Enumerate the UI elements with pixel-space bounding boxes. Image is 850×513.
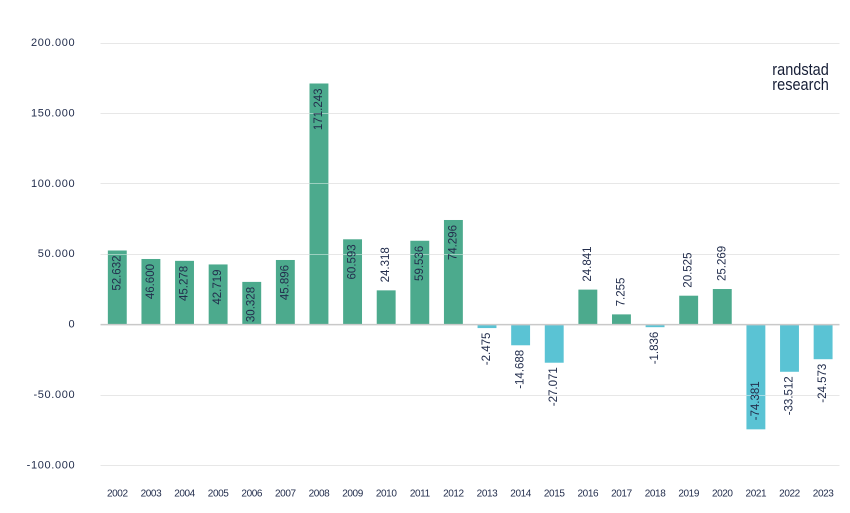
svg-text:42.719: 42.719: [212, 269, 224, 304]
svg-text:30.328: 30.328: [246, 287, 258, 322]
svg-text:2011: 2011: [410, 489, 431, 500]
svg-text:research: research: [772, 76, 828, 94]
svg-text:2012: 2012: [443, 489, 464, 500]
svg-text:2015: 2015: [544, 489, 565, 500]
svg-text:2022: 2022: [779, 489, 800, 500]
svg-text:24.841: 24.841: [582, 246, 594, 281]
svg-text:2021: 2021: [746, 489, 767, 500]
svg-text:46.600: 46.600: [145, 264, 157, 299]
svg-text:25.269: 25.269: [716, 246, 728, 281]
svg-text:2004: 2004: [174, 489, 195, 500]
svg-text:60.593: 60.593: [347, 244, 359, 279]
svg-text:2020: 2020: [712, 489, 733, 500]
svg-text:2013: 2013: [477, 489, 498, 500]
svg-text:2009: 2009: [342, 489, 363, 500]
svg-text:2006: 2006: [241, 489, 262, 500]
svg-text:2019: 2019: [678, 489, 699, 500]
svg-text:-74.381: -74.381: [750, 381, 762, 420]
svg-text:45.278: 45.278: [179, 266, 191, 301]
svg-text:52.632: 52.632: [111, 255, 123, 290]
svg-text:50.000: 50.000: [38, 248, 76, 260]
svg-text:-24.573: -24.573: [817, 364, 829, 403]
svg-text:2016: 2016: [578, 489, 599, 500]
svg-text:74.296: 74.296: [447, 225, 459, 260]
svg-text:-14.688: -14.688: [515, 350, 527, 389]
svg-text:59.536: 59.536: [414, 246, 426, 281]
svg-text:2002: 2002: [107, 489, 128, 500]
svg-text:20.525: 20.525: [683, 253, 695, 288]
svg-text:171.243: 171.243: [313, 88, 325, 130]
svg-text:7.255: 7.255: [615, 278, 627, 307]
svg-text:100.000: 100.000: [31, 178, 75, 190]
svg-text:2008: 2008: [309, 489, 330, 500]
svg-text:2005: 2005: [208, 489, 229, 500]
svg-text:150.000: 150.000: [31, 107, 75, 119]
svg-text:200.000: 200.000: [31, 37, 75, 49]
svg-text:2014: 2014: [510, 489, 531, 500]
svg-text:2017: 2017: [611, 489, 632, 500]
svg-text:-1.836: -1.836: [649, 332, 661, 365]
svg-text:2010: 2010: [376, 489, 397, 500]
svg-text:2007: 2007: [275, 489, 296, 500]
svg-text:0: 0: [69, 319, 76, 331]
svg-text:2003: 2003: [141, 489, 162, 500]
svg-text:-27.071: -27.071: [548, 367, 560, 406]
svg-text:2018: 2018: [645, 489, 666, 500]
svg-text:45.896: 45.896: [279, 265, 291, 300]
svg-text:-2.475: -2.475: [481, 333, 493, 366]
svg-text:-33.512: -33.512: [784, 376, 796, 415]
svg-text:-100.000: -100.000: [27, 459, 76, 471]
svg-text:2023: 2023: [813, 489, 834, 500]
svg-text:24.318: 24.318: [380, 247, 392, 282]
svg-text:-50.000: -50.000: [33, 389, 75, 401]
svg-text:randstad: randstad: [772, 61, 829, 79]
